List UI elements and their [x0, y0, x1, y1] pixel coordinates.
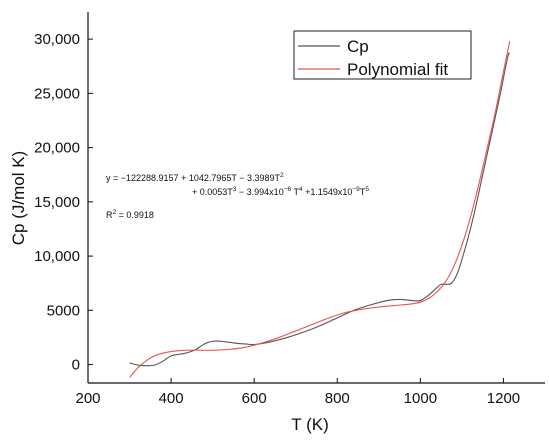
- r-squared-label: R2 = 0.9918: [106, 209, 154, 220]
- series-line-polynomial-fit: [129, 41, 511, 378]
- legend-box: [293, 30, 472, 80]
- y-tick-label: 30,000: [34, 31, 80, 48]
- x-axis-title: T (K): [291, 415, 328, 434]
- y-tick-label: 5000: [47, 302, 80, 319]
- legend: Cp Polynomial fit: [293, 30, 472, 80]
- y-axis-ticks: 0 5000 10,000 15,000 20,000 25,000 30,000: [34, 31, 93, 374]
- x-tick-label: 1200: [487, 390, 520, 407]
- y-tick-label: 10,000: [34, 248, 80, 265]
- legend-label-fit: Polynomial fit: [347, 60, 448, 79]
- plot-lines: [129, 41, 511, 378]
- equation-line-1: y = −122288.9157 + 1042.7965T − 3.3989T2: [106, 172, 284, 183]
- legend-label-cp: Cp: [347, 37, 369, 56]
- y-axis-title: Cp (J/mol K): [9, 151, 28, 245]
- x-tick-label: 1000: [404, 390, 437, 407]
- equation-line-2: + 0.0053T3 − 3.994x10−6 T4 +1.1549x10−9T…: [192, 186, 369, 197]
- fit-equation: y = −122288.9157 + 1042.7965T − 3.3989T2…: [106, 172, 369, 220]
- y-tick-label: 25,000: [34, 85, 80, 102]
- y-tick-label: 20,000: [34, 140, 80, 157]
- y-tick-label: 15,000: [34, 194, 80, 211]
- x-axis-ticks: 200 400 600 800 1000 1200: [75, 378, 520, 407]
- x-tick-label: 800: [325, 390, 350, 407]
- x-tick-label: 600: [242, 390, 267, 407]
- x-tick-label: 400: [159, 390, 184, 407]
- series-line-cp: [129, 52, 511, 367]
- x-tick-label: 200: [75, 390, 100, 407]
- y-tick-label: 0: [72, 357, 80, 374]
